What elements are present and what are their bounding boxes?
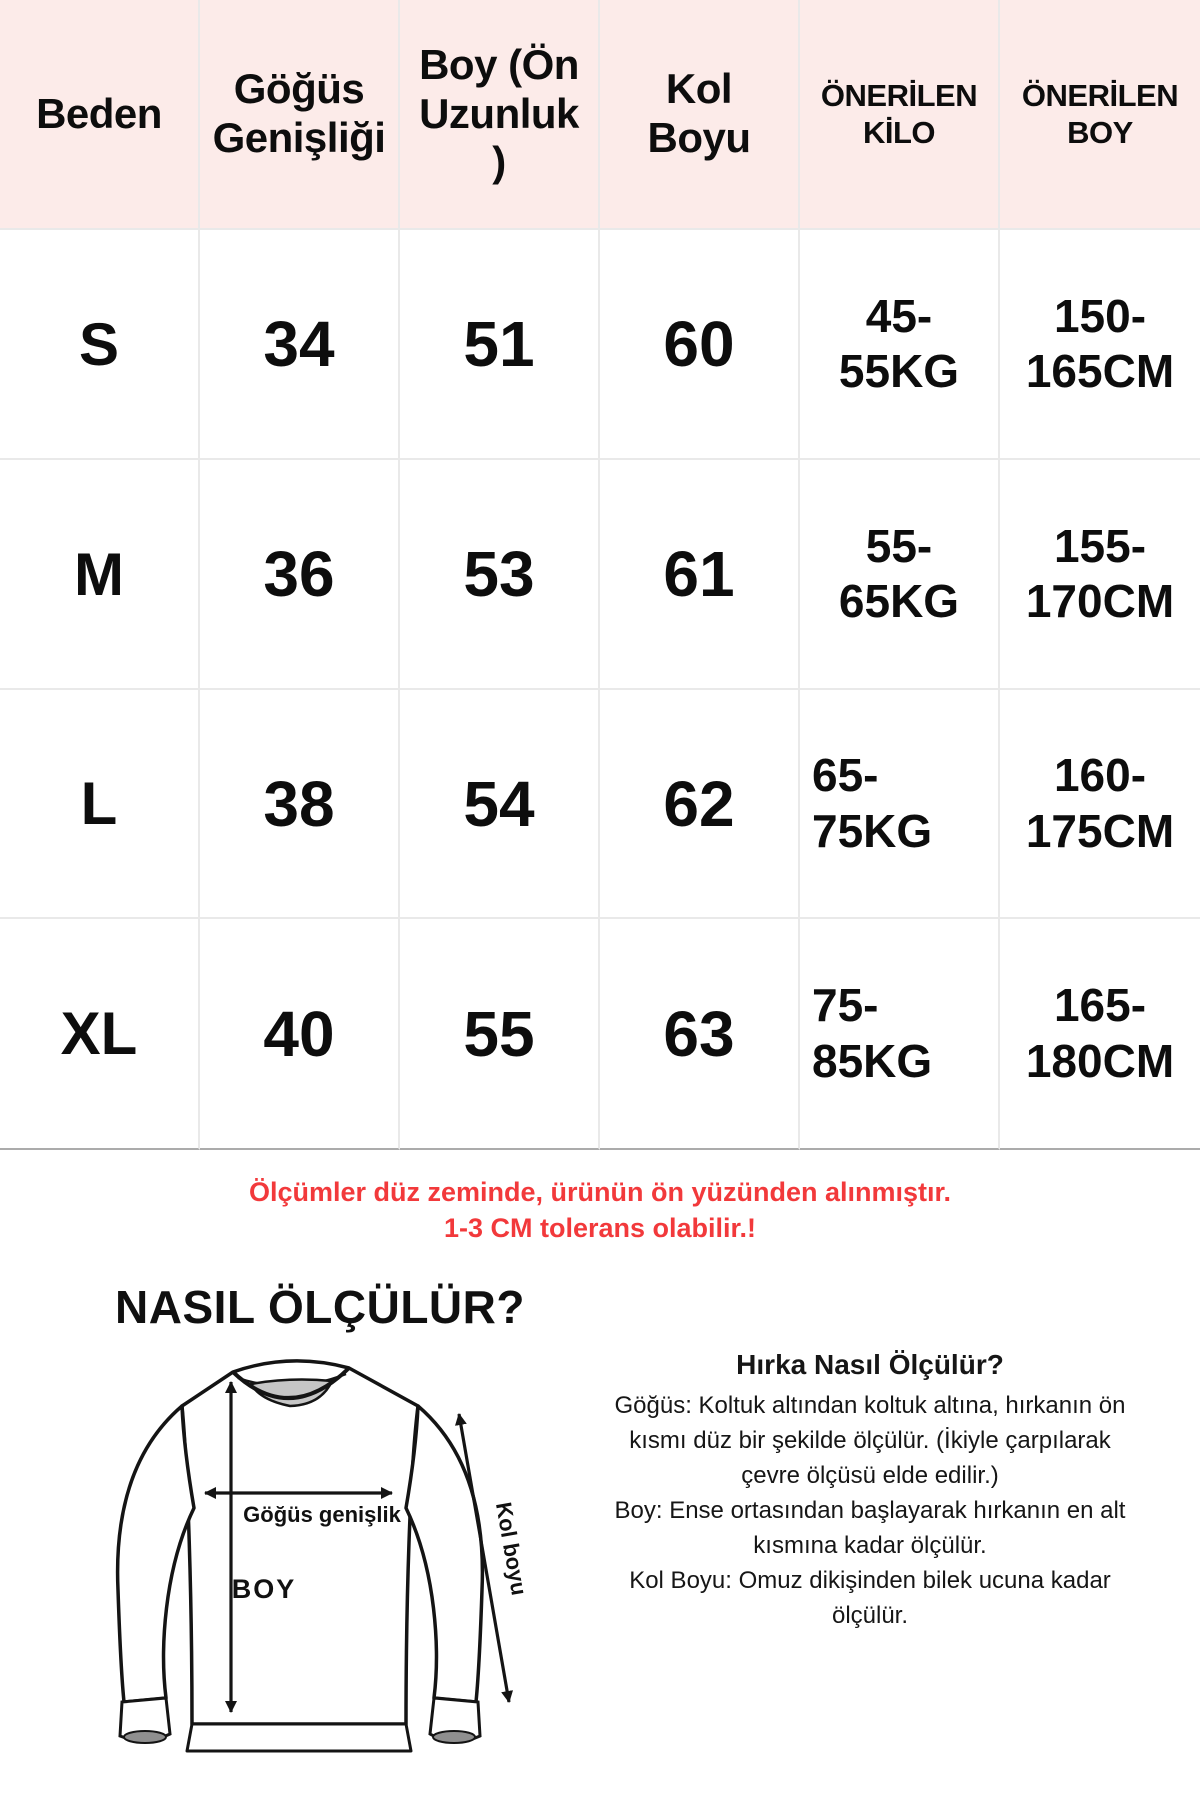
left-cuff-opening xyxy=(123,1730,167,1744)
size-table: Beden Göğüs Genişliği Boy (Ön Uzunluk ) … xyxy=(0,0,1200,1150)
sleeve-length-label: Kol boyu xyxy=(491,1500,528,1597)
header-cell-beden: Beden xyxy=(0,0,200,230)
table-cell-weight: 45-55KG xyxy=(800,230,1000,460)
table-cell-height: 155-170CM xyxy=(1000,460,1200,690)
instructions-line: Boy: Ense ortasından başlayarak hırkanın… xyxy=(614,1497,1126,1524)
collar-back-shading xyxy=(249,1378,334,1408)
measuring-instructions: Hırka Nasıl Ölçülür? Göğüs: Koltuk altın… xyxy=(555,1348,1185,1633)
table-cell-sleeve: 61 xyxy=(600,460,800,690)
table-cell-height: 165-180CM xyxy=(1000,919,1200,1150)
left-sleeve xyxy=(115,1404,196,1704)
instructions-line: çevre ölçüsü elde edilir.) xyxy=(741,1462,999,1489)
table-cell-size: M xyxy=(0,460,200,690)
table-cell-weight: 55-65KG xyxy=(800,460,1000,690)
table-cell-chest: 36 xyxy=(200,460,400,690)
table-cell-length: 55 xyxy=(400,919,600,1150)
table-cell-size: XL xyxy=(0,919,200,1150)
length-label: BOY xyxy=(232,1574,297,1604)
sweatshirt-measurement-diagram: Göğüs genişlik BOY Kol boyu xyxy=(115,1359,528,1753)
table-cell-height: 150-165CM xyxy=(1000,230,1200,460)
table-cell-sleeve: 63 xyxy=(600,919,800,1150)
table-cell-height: 160-175CM xyxy=(1000,690,1200,919)
table-cell-sleeve: 62 xyxy=(600,690,800,919)
sleeve-arrow xyxy=(454,1413,514,1703)
instructions-line: kısmına kadar ölçülür. xyxy=(753,1532,987,1559)
instructions-line: Göğüs: Koltuk altından koltuk altına, hı… xyxy=(614,1392,1126,1419)
header-cell-recommended-weight: ÖNERİLEN KİLO xyxy=(800,0,1000,230)
torso-outline xyxy=(180,1359,420,1726)
table-cell-chest: 38 xyxy=(200,690,400,919)
instructions-title: Hırka Nasıl Ölçülür? xyxy=(736,1349,1004,1380)
table-cell-chest: 34 xyxy=(200,230,400,460)
right-sleeve xyxy=(404,1404,485,1704)
instructions-line: ölçülür. xyxy=(831,1602,909,1629)
chest-width-label: Göğüs genişlik xyxy=(243,1502,401,1527)
table-cell-weight: 75-85KG xyxy=(800,919,1000,1150)
instructions-line: kısmı düz bir şekilde ölçülür. (İkiyle ç… xyxy=(629,1427,1111,1454)
table-cell-weight: 65-75KG xyxy=(800,690,1000,919)
table-cell-chest: 40 xyxy=(200,919,400,1150)
header-cell-sleeve-length: Kol Boyu xyxy=(600,0,800,230)
instructions-line: Kol Boyu: Omuz dikişinden bilek ucuna ka… xyxy=(629,1567,1111,1594)
table-cell-size: L xyxy=(0,690,200,919)
table-cell-length: 53 xyxy=(400,460,600,690)
waistband xyxy=(185,1722,413,1753)
table-cell-length: 54 xyxy=(400,690,600,919)
table-cell-size: S xyxy=(0,230,200,460)
measurement-note: Ölçümler düz zeminde, ürünün ön yüzünden… xyxy=(0,1174,1200,1246)
note-line-1: Ölçümler düz zeminde, ürünün ön yüzünden… xyxy=(248,1177,952,1207)
table-cell-sleeve: 60 xyxy=(600,230,800,460)
header-cell-front-length: Boy (Ön Uzunluk ) xyxy=(400,0,600,230)
header-cell-recommended-height: ÖNERİLEN BOY xyxy=(1000,0,1200,230)
table-cell-length: 51 xyxy=(400,230,600,460)
header-cell-chest-width: Göğüs Genişliği xyxy=(200,0,400,230)
right-cuff-opening xyxy=(432,1730,476,1744)
collar-neckline xyxy=(231,1366,351,1400)
how-to-measure-title: NASIL ÖLÇÜLÜR? xyxy=(115,1281,525,1333)
note-line-2: 1-3 CM tolerans olabilir.! xyxy=(443,1213,757,1243)
